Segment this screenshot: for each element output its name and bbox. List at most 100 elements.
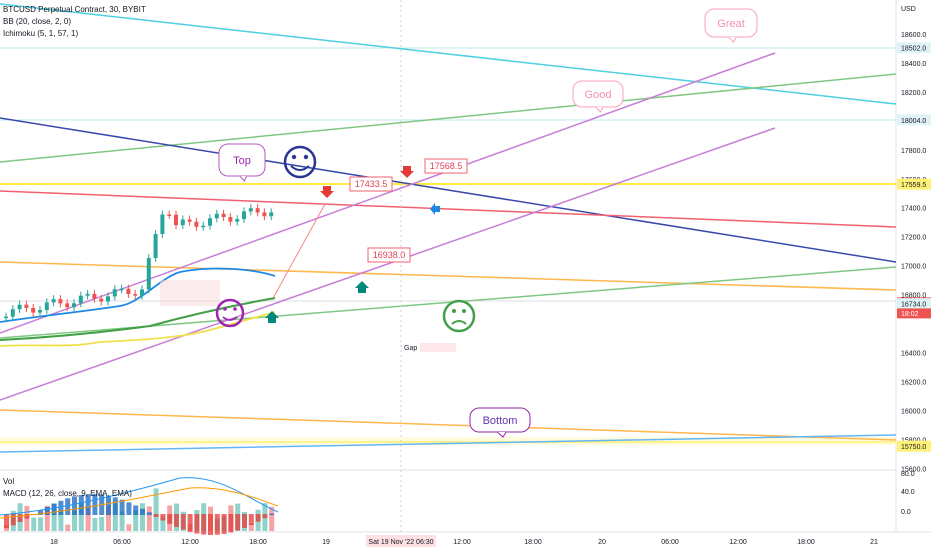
volume-bar	[58, 511, 64, 531]
symbol-legend[interactable]: BTCUSD Perpetual Contract, 30, BYBIT	[3, 5, 146, 14]
macd-bar	[92, 494, 98, 515]
price-tag	[897, 178, 931, 190]
macd-bar	[269, 513, 275, 515]
candle-body	[235, 219, 240, 222]
volume-bar	[146, 506, 152, 531]
candle-body	[167, 214, 172, 216]
candle-body	[269, 212, 274, 217]
candle-body	[58, 299, 63, 304]
volume-bar	[44, 505, 50, 531]
volume-bar	[126, 524, 132, 531]
face-mouth	[451, 320, 467, 325]
uneasy-face-icon	[442, 299, 476, 333]
candle-body	[201, 225, 206, 228]
face-outline	[442, 299, 476, 333]
bubble-great: Great	[704, 8, 758, 43]
price-tag	[897, 42, 931, 54]
arrow-up-icon	[265, 311, 279, 323]
price-tag-label: 17559.5	[901, 182, 926, 189]
volume-bar	[248, 523, 254, 531]
macd-bar	[38, 510, 43, 515]
candle-body	[242, 211, 246, 220]
vol-legend[interactable]: Vol	[3, 477, 15, 486]
macd-axis-label: 40.0	[901, 489, 915, 496]
arrow-left-icon	[430, 203, 440, 215]
macd-bar	[126, 502, 132, 515]
candle-body	[214, 213, 219, 219]
arrow-down-icon	[400, 166, 414, 178]
bubble-text: Good	[585, 89, 612, 101]
face-eye	[462, 309, 466, 313]
macd-bar	[194, 514, 200, 534]
price-label-box	[367, 247, 411, 263]
volume-bar	[72, 510, 77, 531]
volume-bar	[51, 503, 57, 531]
bb-legend[interactable]: BB (20, close, 2, 0)	[3, 17, 72, 26]
macd-legend[interactable]: MACD (12, 26, close, 9, EMA, EMA)	[3, 489, 132, 498]
price-tick-label: 16400.0	[901, 351, 926, 358]
volume-bar	[31, 517, 37, 531]
happy-face-icon	[283, 145, 317, 179]
time-tick-label: 21	[870, 539, 878, 546]
macd-bar	[214, 514, 220, 535]
volume-bar	[140, 503, 145, 531]
face-outline	[283, 145, 317, 179]
macd-bar	[65, 498, 71, 515]
candle-body	[194, 221, 199, 227]
price-label-text: 16938.0	[373, 250, 406, 260]
volume-bar	[112, 503, 118, 531]
volume-bar	[153, 488, 159, 531]
price-tag-label: 18004.0	[901, 118, 926, 125]
bubble-good: Good	[572, 80, 624, 113]
face-eye	[452, 309, 456, 313]
macd-bar	[112, 497, 118, 515]
price-tag-label: 15750.0	[901, 444, 926, 451]
countdown-label: 18:02	[901, 311, 919, 318]
price-tick-label: 15600.0	[901, 466, 926, 473]
yellow-zone	[0, 437, 896, 445]
volume-bar	[160, 516, 166, 531]
price-tag-label: 18502.0	[901, 46, 926, 53]
macd-bar	[248, 514, 254, 525]
volume-bar	[85, 506, 91, 531]
macd-line	[0, 477, 279, 516]
macd-bar	[153, 514, 159, 517]
volume-bar	[99, 516, 105, 531]
candle-body	[160, 214, 165, 235]
volume-bar	[65, 524, 71, 531]
time-tick-label: 18:00	[249, 539, 267, 546]
trend-navy	[0, 117, 897, 263]
time-tick-label: 12:00	[729, 539, 747, 546]
candle-body	[51, 299, 56, 303]
trend-cyan	[0, 3, 897, 105]
macd-bar	[174, 514, 179, 527]
candle-body	[24, 304, 29, 308]
bb-upper-line	[0, 267, 276, 323]
candle-body	[72, 303, 76, 308]
arrow-down-icon	[320, 186, 334, 198]
time-tick-label: 20	[598, 539, 606, 546]
time-tick-label: 18:00	[524, 539, 542, 546]
ichimoku-legend[interactable]: Ichimoku (5, 1, 57, 1)	[3, 29, 79, 38]
macd-axis-label: 80.0	[901, 471, 915, 478]
macd-bar	[106, 495, 111, 515]
macd-bar	[78, 494, 84, 515]
macd-bar	[228, 514, 234, 533]
macd-bar	[58, 500, 64, 515]
candle-body	[31, 307, 36, 313]
macd-bar	[160, 514, 166, 521]
price-tick-label: 17400.0	[901, 206, 926, 213]
macd-bar	[208, 514, 213, 535]
candle-body	[92, 293, 97, 299]
trend-orange-upper	[0, 261, 897, 291]
time-tick-label: 06:00	[113, 539, 131, 546]
price-label-box	[424, 158, 468, 174]
volume-bar	[119, 511, 125, 531]
arrow-up-icon	[355, 281, 369, 293]
bubble-bottom: Bottom	[469, 407, 531, 438]
price-axis-unit: USD	[901, 6, 916, 13]
candle-body	[119, 288, 124, 291]
time-tick-label: 06:00	[661, 539, 679, 546]
